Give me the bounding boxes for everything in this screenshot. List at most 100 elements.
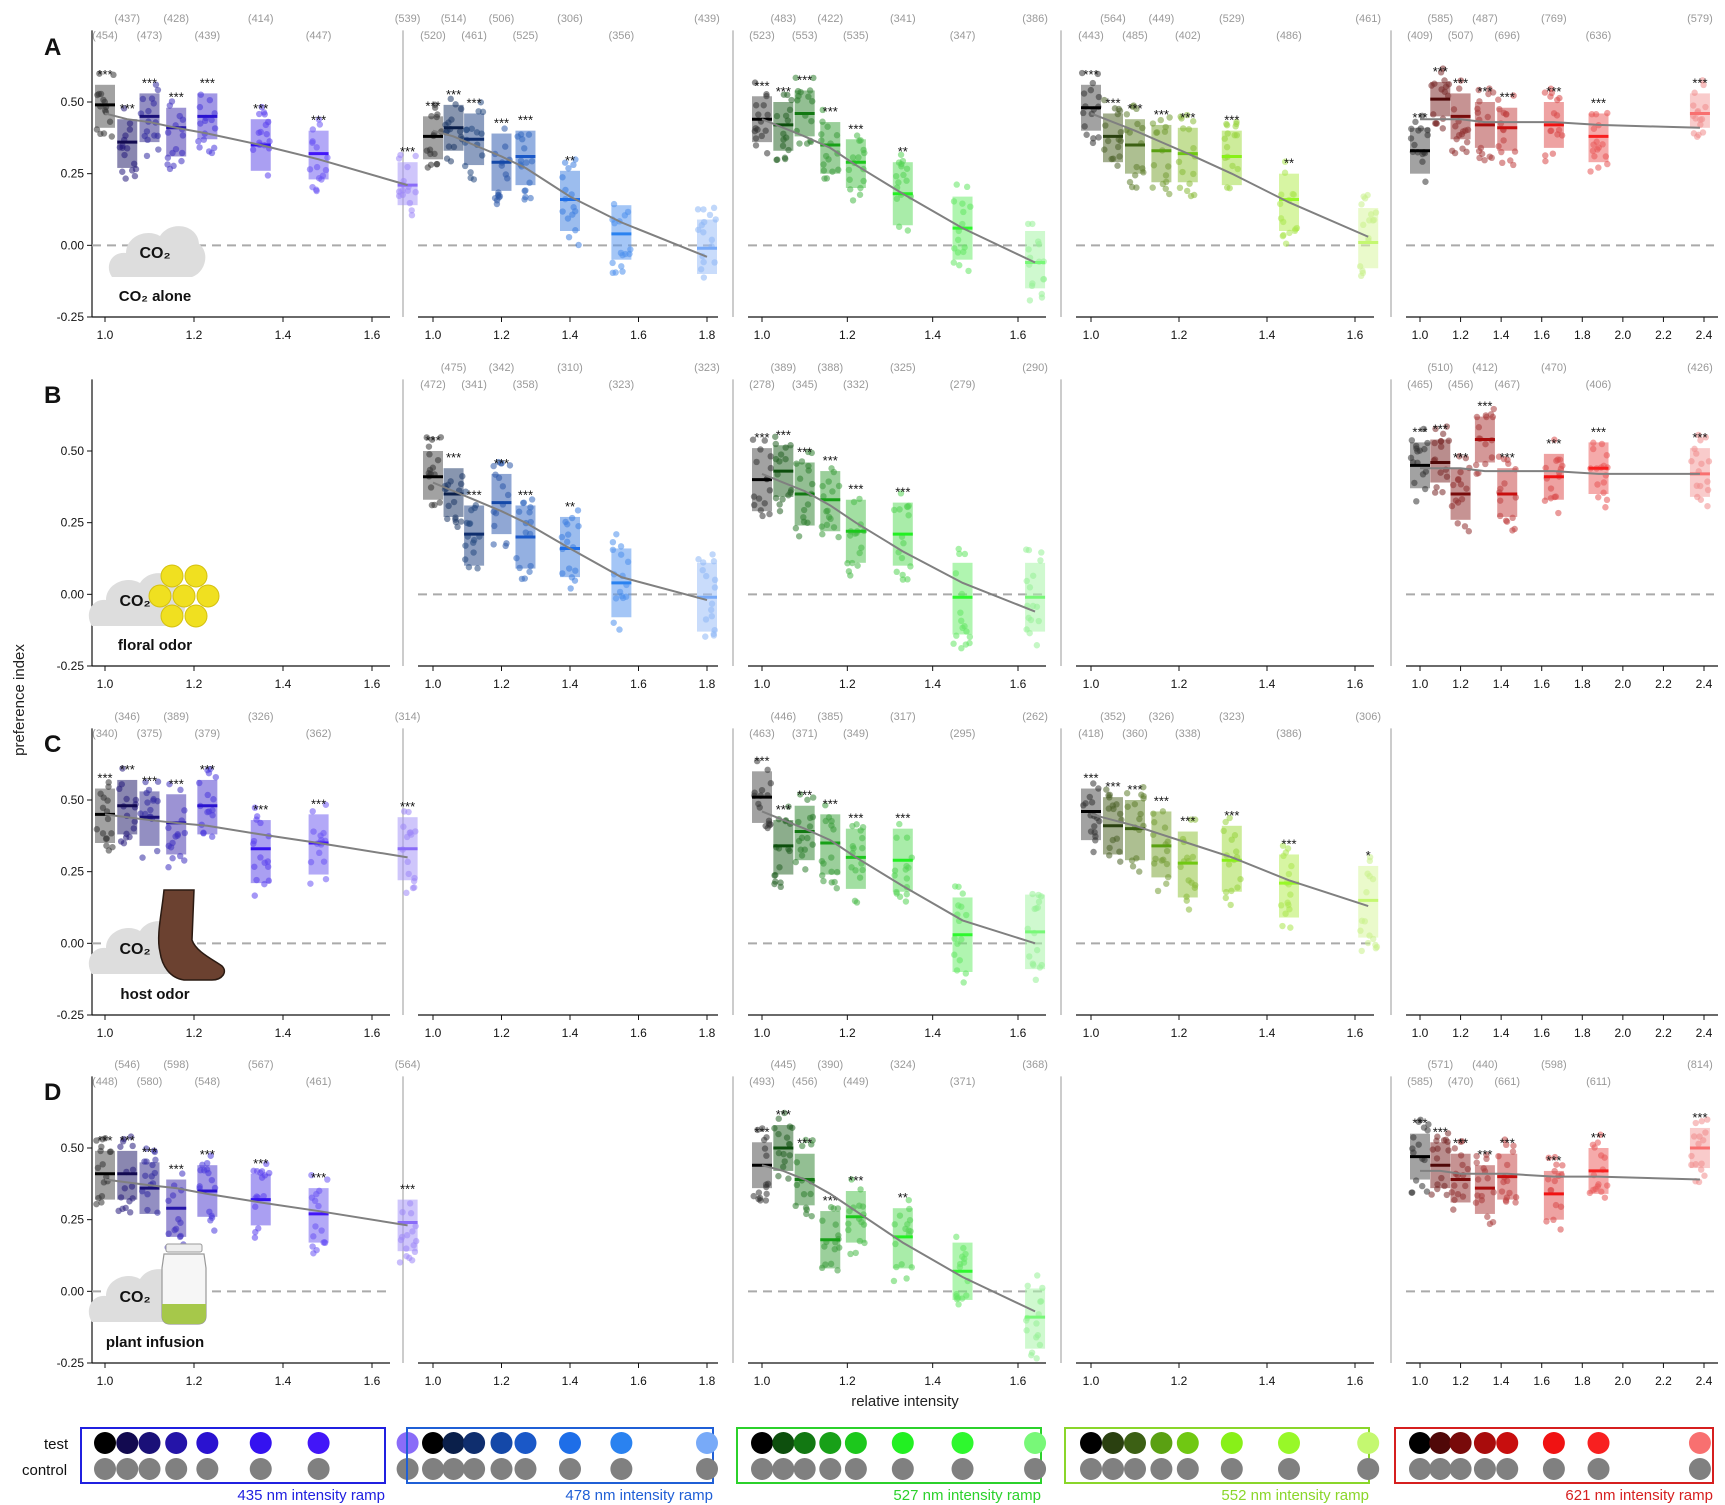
data-point: [1424, 131, 1431, 139]
significance-label: ***: [120, 1133, 135, 1148]
data-point: [1278, 191, 1285, 198]
data-point: [1448, 502, 1456, 510]
data-point: [1086, 793, 1093, 801]
data-point: [117, 838, 125, 845]
data-point: [903, 503, 911, 510]
significance-label: ***: [1412, 424, 1427, 439]
sample-size-label: (352): [1100, 711, 1126, 723]
significance-label: ***: [754, 78, 769, 93]
data-point: [1598, 1188, 1605, 1195]
data-point: [527, 562, 534, 570]
data-point: [1033, 1320, 1040, 1327]
x-tick-label: 1.8: [1574, 328, 1591, 342]
data-point: [1153, 129, 1160, 136]
data-point: [1557, 1203, 1565, 1210]
data-point: [1164, 873, 1172, 881]
data-point: [1601, 1154, 1608, 1161]
data-point: [1547, 93, 1554, 100]
data-point: [847, 1250, 854, 1258]
test-color-swatch: [490, 1432, 513, 1454]
data-point: [1451, 1145, 1458, 1152]
data-point: [749, 436, 757, 443]
data-point: [1028, 282, 1036, 290]
sample-size-label: (375): [137, 728, 163, 740]
data-point: [830, 524, 838, 531]
data-point: [699, 566, 706, 574]
test-color-swatch: [1024, 1432, 1047, 1454]
data-point: [860, 146, 867, 154]
x-tick-label: 1.2: [1171, 677, 1188, 691]
legend-box: [1064, 1427, 1370, 1484]
test-color-swatch: [1278, 1432, 1300, 1454]
data-point: [1542, 464, 1549, 472]
y-tick-label: 0.25: [61, 167, 85, 181]
x-tick-label: 1.8: [699, 1026, 716, 1040]
data-point: [197, 91, 205, 98]
control-color-swatch: [1449, 1458, 1472, 1480]
data-point: [144, 136, 151, 144]
data-point: [707, 606, 715, 614]
data-point: [1151, 819, 1158, 826]
data-point: [904, 576, 911, 583]
data-point: [809, 480, 816, 488]
data-point: [208, 1176, 216, 1184]
data-point: [310, 1233, 317, 1240]
data-point: [710, 558, 718, 565]
significance-label: ***: [1453, 450, 1468, 465]
test-color-swatch: [1688, 1432, 1711, 1454]
data-point: [796, 475, 804, 482]
data-point: [1502, 1141, 1510, 1149]
data-point: [1109, 155, 1117, 162]
panel-c-3: ****** ********* *******(352) (326) (323) (30…: [1076, 711, 1381, 955]
significance-label: ***: [1433, 1124, 1448, 1139]
data-point: [1697, 121, 1704, 128]
control-color-swatch: [772, 1458, 795, 1480]
data-point: [1695, 1140, 1702, 1148]
sample-size-label: (379): [195, 728, 221, 740]
significance-label: ***: [1453, 1136, 1468, 1151]
data-point: [263, 1160, 270, 1168]
data-point: [960, 248, 967, 256]
data-point: [119, 1138, 127, 1145]
data-point: [808, 117, 815, 125]
sample-size-label: (325): [890, 362, 916, 374]
data-point: [1431, 489, 1439, 496]
data-point: [1029, 572, 1037, 579]
significance-label: ***: [425, 98, 440, 113]
data-point: [122, 175, 129, 182]
data-point: [1600, 479, 1608, 486]
fit-curve: [1420, 1169, 1700, 1181]
data-point: [1163, 880, 1170, 887]
x-tick-label: 1.6: [1533, 1374, 1550, 1388]
data-point: [1688, 458, 1695, 465]
x-tick-label: 1.0: [425, 1026, 442, 1040]
data-point: [412, 1237, 420, 1245]
data-point: [251, 892, 258, 899]
data-point: [1461, 523, 1469, 530]
data-point: [1033, 946, 1041, 954]
data-point: [752, 142, 760, 149]
data-point: [1080, 90, 1088, 97]
significance-label: ***: [1546, 1153, 1561, 1168]
fit-curve: [761, 473, 1036, 613]
data-point: [1140, 783, 1147, 791]
data-point: [1495, 143, 1502, 150]
sample-size-label: (525): [513, 30, 539, 42]
data-point: [1434, 1133, 1441, 1140]
data-point: [1700, 1137, 1707, 1144]
test-color-swatch: [1357, 1432, 1380, 1454]
data-point: [896, 820, 903, 828]
data-point: [1697, 482, 1704, 490]
data-point: [1163, 860, 1171, 868]
data-point: [445, 502, 452, 510]
data-point: [123, 795, 130, 803]
data-point: [805, 462, 812, 470]
data-point: [896, 1212, 904, 1219]
sample-size-label: (412): [1472, 362, 1498, 374]
significance-label: ***: [797, 444, 812, 459]
data-point: [819, 482, 826, 490]
sample-size-label: (310): [557, 362, 583, 374]
data-point: [1452, 123, 1459, 130]
data-point: [1026, 953, 1033, 960]
data-point: [1373, 943, 1381, 951]
